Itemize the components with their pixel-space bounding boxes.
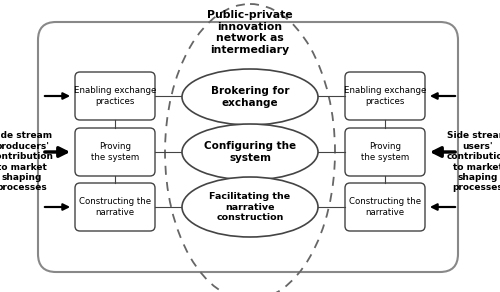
FancyBboxPatch shape bbox=[75, 128, 155, 176]
Ellipse shape bbox=[182, 69, 318, 125]
FancyBboxPatch shape bbox=[75, 72, 155, 120]
FancyBboxPatch shape bbox=[38, 22, 458, 272]
Text: Proving
the system: Proving the system bbox=[91, 142, 139, 162]
Text: Facilitating the
narrative
construction: Facilitating the narrative construction bbox=[210, 192, 290, 222]
FancyBboxPatch shape bbox=[345, 128, 425, 176]
Text: Enabling exchange
practices: Enabling exchange practices bbox=[74, 86, 156, 106]
Text: Brokering for
exchange: Brokering for exchange bbox=[211, 86, 289, 108]
Text: Configuring the
system: Configuring the system bbox=[204, 141, 296, 163]
FancyBboxPatch shape bbox=[345, 183, 425, 231]
FancyBboxPatch shape bbox=[345, 72, 425, 120]
Text: Side stream
users'
contribution
to market
shaping
processes: Side stream users' contribution to marke… bbox=[446, 131, 500, 192]
Text: Constructing the
narrative: Constructing the narrative bbox=[349, 197, 421, 217]
Ellipse shape bbox=[182, 177, 318, 237]
Ellipse shape bbox=[182, 124, 318, 180]
FancyBboxPatch shape bbox=[75, 183, 155, 231]
Text: Side stream
producers'
contribution
to market
shaping
processes: Side stream producers' contribution to m… bbox=[0, 131, 54, 192]
Text: Proving
the system: Proving the system bbox=[361, 142, 409, 162]
Text: Constructing the
narrative: Constructing the narrative bbox=[79, 197, 151, 217]
Text: Public-private
innovation
network as
intermediary: Public-private innovation network as int… bbox=[207, 10, 293, 55]
Text: Enabling exchange
practices: Enabling exchange practices bbox=[344, 86, 426, 106]
